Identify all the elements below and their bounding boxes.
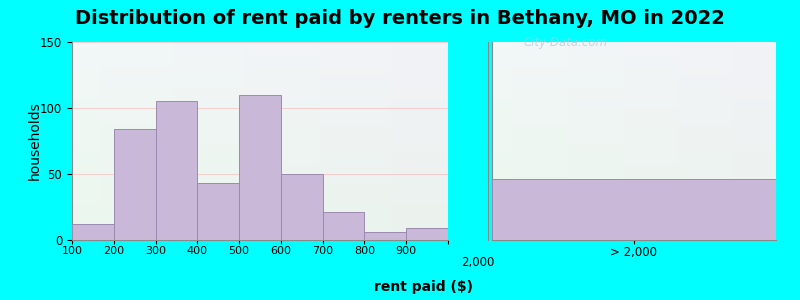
- Text: City-Data.com: City-Data.com: [524, 36, 608, 49]
- Bar: [198, 183, 239, 240]
- Bar: [239, 95, 281, 240]
- Bar: [406, 228, 448, 240]
- Bar: [72, 224, 114, 240]
- Text: 2,000: 2,000: [462, 256, 494, 269]
- Bar: [155, 101, 198, 240]
- Bar: [114, 129, 155, 240]
- Text: Distribution of rent paid by renters in Bethany, MO in 2022: Distribution of rent paid by renters in …: [75, 9, 725, 28]
- Text: rent paid ($): rent paid ($): [374, 280, 474, 294]
- Y-axis label: households: households: [27, 102, 42, 180]
- Bar: [365, 232, 406, 240]
- Bar: [322, 212, 365, 240]
- Bar: [492, 179, 776, 240]
- Bar: [281, 174, 322, 240]
